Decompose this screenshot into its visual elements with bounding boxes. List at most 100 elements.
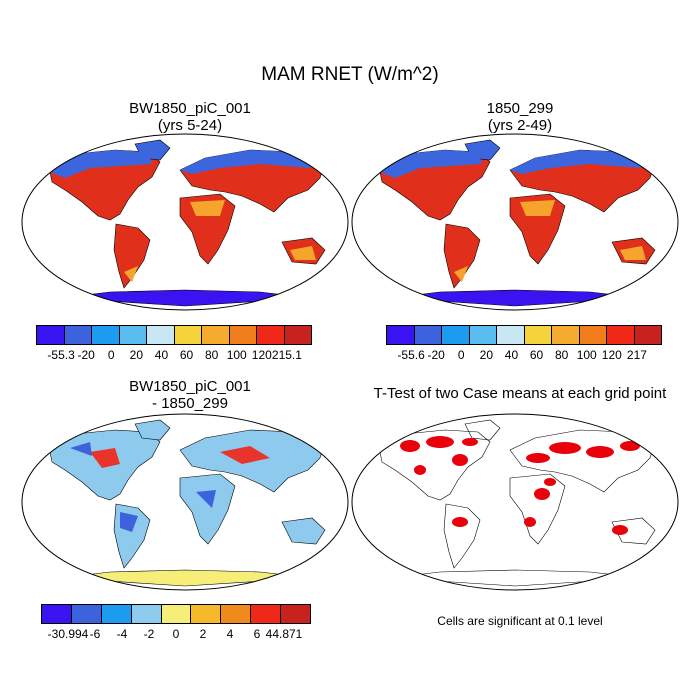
colorbar-swatch bbox=[71, 605, 102, 623]
map-texture bbox=[120, 512, 138, 532]
map-texture bbox=[534, 488, 550, 500]
map-texture bbox=[452, 517, 468, 527]
colorbar-label: 0 bbox=[172, 627, 180, 641]
panel3-title-line2: - 1850_299 bbox=[152, 395, 228, 412]
panel1-title: BW1850_piC_001 (yrs 5-24) bbox=[35, 100, 345, 134]
colorbar-label: -55.6 bbox=[397, 348, 425, 362]
colorbar-swatch bbox=[524, 326, 552, 344]
colorbar-swatch bbox=[634, 326, 661, 344]
map-panel-1 bbox=[21, 133, 349, 311]
map-frame bbox=[21, 133, 349, 311]
colorbar-label: -20 bbox=[77, 348, 95, 362]
colorbar-label: 0 bbox=[457, 348, 465, 362]
colorbar-swatch bbox=[92, 326, 120, 344]
colorbar-label: 80 bbox=[554, 348, 569, 362]
map-texture bbox=[586, 446, 614, 458]
colorbar-swatch bbox=[42, 605, 72, 623]
map-texture bbox=[462, 438, 478, 446]
map-frame bbox=[351, 413, 679, 591]
map-texture bbox=[526, 453, 550, 463]
map-texture bbox=[220, 446, 270, 464]
land-antarctica bbox=[389, 289, 643, 307]
colorbar-label: 20 bbox=[479, 348, 494, 362]
colorbar-labels-panel-3: -30.994 -6 -4 -2 0 2 4 6 44.871 bbox=[41, 627, 311, 641]
land-antarctica bbox=[59, 569, 313, 587]
figure-title: MAM RNET (W/m^2) bbox=[261, 64, 439, 85]
map-texture bbox=[70, 442, 92, 456]
panel1-title-line2: (yrs 5-24) bbox=[157, 117, 223, 134]
colorbar-swatch bbox=[147, 326, 175, 344]
colorbar-swatch bbox=[552, 326, 580, 344]
map-panel-3 bbox=[21, 413, 349, 591]
map-texture bbox=[620, 441, 640, 451]
land-antarctica bbox=[59, 289, 313, 307]
colorbar-label: 44.871 bbox=[265, 627, 303, 641]
colorbar-swatch bbox=[174, 326, 202, 344]
colorbar-swatch bbox=[281, 605, 311, 623]
colorbar-label: 40 bbox=[154, 348, 169, 362]
colorbar-label: 60 bbox=[529, 348, 544, 362]
colorbar-swatch bbox=[119, 326, 147, 344]
panel2-title: 1850_299 (yrs 2-49) bbox=[365, 100, 675, 134]
land-northAmerica bbox=[379, 429, 491, 501]
colorbar-label: -4 bbox=[116, 627, 128, 641]
map-texture bbox=[190, 200, 225, 216]
colorbar-label: 4 bbox=[226, 627, 234, 641]
land-greenland bbox=[134, 419, 171, 441]
panel1-title-line1: BW1850_piC_001 bbox=[129, 100, 251, 117]
land-greenland bbox=[464, 419, 501, 441]
colorbar-swatch bbox=[387, 326, 415, 344]
colorbar-swatch bbox=[191, 605, 222, 623]
map-frame bbox=[21, 413, 349, 591]
panel2-title-line2: (yrs 2-49) bbox=[487, 117, 553, 134]
colorbar-swatch bbox=[442, 326, 470, 344]
colorbar-label: 120 bbox=[251, 348, 272, 362]
colorbar-swatch bbox=[579, 326, 607, 344]
map-texture bbox=[452, 454, 468, 466]
colorbar-label: -55.3 bbox=[47, 348, 75, 362]
colorbar-swatch bbox=[469, 326, 497, 344]
map-texture bbox=[90, 448, 120, 468]
colorbar-label: -20 bbox=[427, 348, 445, 362]
map-texture bbox=[520, 200, 555, 216]
map-texture bbox=[612, 525, 628, 535]
colorbar-swatch bbox=[64, 326, 92, 344]
map-texture bbox=[620, 246, 646, 260]
colorbar-swatch bbox=[221, 605, 252, 623]
colorbar-label: 215.1 bbox=[271, 348, 302, 362]
map-texture bbox=[414, 465, 426, 475]
colorbar-swatch bbox=[497, 326, 525, 344]
colorbar-panel-1 bbox=[36, 325, 312, 345]
colorbar-swatch bbox=[257, 326, 285, 344]
land-southAmerica bbox=[443, 503, 481, 569]
colorbar-swatch bbox=[131, 605, 162, 623]
colorbar-labels-panel-1: -55.3 -20 0 20 40 60 80 100 120 215.1 bbox=[36, 348, 312, 362]
colorbar-label: 100 bbox=[226, 348, 247, 362]
panel3-title-line1: BW1850_piC_001 bbox=[129, 378, 251, 395]
colorbar-swatch bbox=[202, 326, 230, 344]
map-texture bbox=[544, 478, 556, 486]
colorbar-labels-panel-2: -55.6 -20 0 20 40 60 80 100 120 217 bbox=[386, 348, 662, 362]
map-texture bbox=[510, 150, 655, 174]
colorbar-label: 120 bbox=[601, 348, 622, 362]
colorbar-swatch bbox=[37, 326, 65, 344]
colorbar-label: -2 bbox=[143, 627, 155, 641]
colorbar-label: 40 bbox=[504, 348, 519, 362]
colorbar-swatch bbox=[229, 326, 257, 344]
panel4-title-line1: T-Test of two Case means at each grid po… bbox=[373, 385, 667, 402]
colorbar-label: 60 bbox=[179, 348, 194, 362]
panel2-title-line1: 1850_299 bbox=[486, 100, 554, 117]
colorbar-swatch bbox=[414, 326, 442, 344]
map-texture bbox=[524, 517, 536, 527]
colorbar-label: 100 bbox=[576, 348, 597, 362]
land-eurasia bbox=[509, 429, 656, 493]
colorbar-swatch bbox=[284, 326, 311, 344]
colorbar-label: 217 bbox=[626, 348, 647, 362]
map-texture bbox=[400, 440, 420, 452]
panel3-title: BW1850_piC_001 - 1850_299 bbox=[35, 378, 345, 412]
colorbar-label: 2 bbox=[199, 627, 207, 641]
significance-note: Cells are significant at 0.1 level bbox=[437, 614, 603, 628]
panel4-title: T-Test of two Case means at each grid po… bbox=[355, 385, 685, 402]
map-texture bbox=[124, 266, 138, 282]
map-panel-4 bbox=[351, 413, 679, 591]
